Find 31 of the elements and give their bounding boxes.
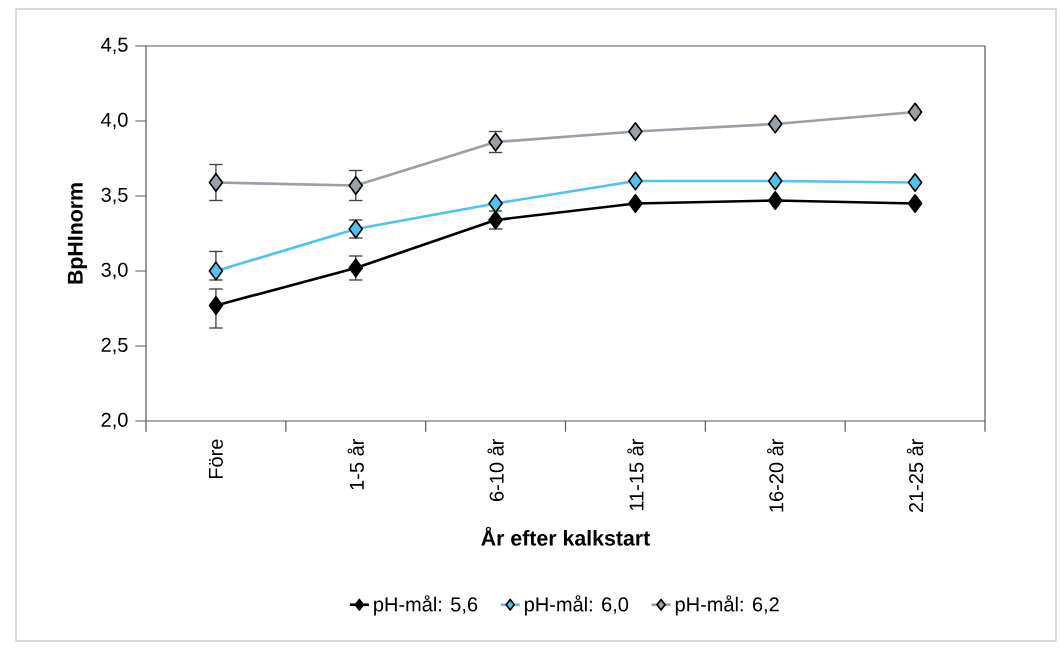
- legend-label: pH-mål: 6,0: [525, 595, 629, 616]
- point: [208, 261, 224, 281]
- point: [488, 194, 503, 213]
- point: [628, 171, 643, 191]
- y-tick-label: 4,0: [101, 112, 128, 130]
- x-axis-title: År efter kalkstart: [481, 526, 650, 546]
- point: [907, 194, 923, 213]
- x-tick-label: 16-20 år: [767, 438, 784, 512]
- x-tick-label: 1-5 år: [347, 438, 364, 490]
- point: [767, 191, 783, 210]
- point: [767, 171, 783, 191]
- point: [907, 173, 923, 192]
- y-tick-label: 2,5: [101, 337, 128, 355]
- x-tick-label: 6-10 år: [487, 438, 504, 501]
- y-tick-label: 4,5: [101, 37, 128, 55]
- y-axis-title: BpHInorm: [67, 183, 88, 284]
- point: [628, 194, 643, 213]
- y-tick-label: 2,0: [101, 412, 128, 430]
- point: [907, 102, 923, 122]
- point: [208, 173, 224, 192]
- legend-label: pH-mål: 6,2: [675, 595, 779, 616]
- point: [348, 176, 364, 195]
- point: [628, 122, 643, 141]
- point: [208, 296, 224, 315]
- legend-label: pH-mål: 5,6: [374, 595, 478, 616]
- x-tick-label: 21-25 år: [906, 438, 924, 513]
- point: [767, 114, 783, 134]
- y-tick-label: 3,5: [101, 187, 128, 205]
- x-tick-label: Före: [208, 439, 223, 479]
- y-tick-label: 3,0: [101, 262, 128, 280]
- x-tick-label: 11-15 år: [627, 438, 644, 511]
